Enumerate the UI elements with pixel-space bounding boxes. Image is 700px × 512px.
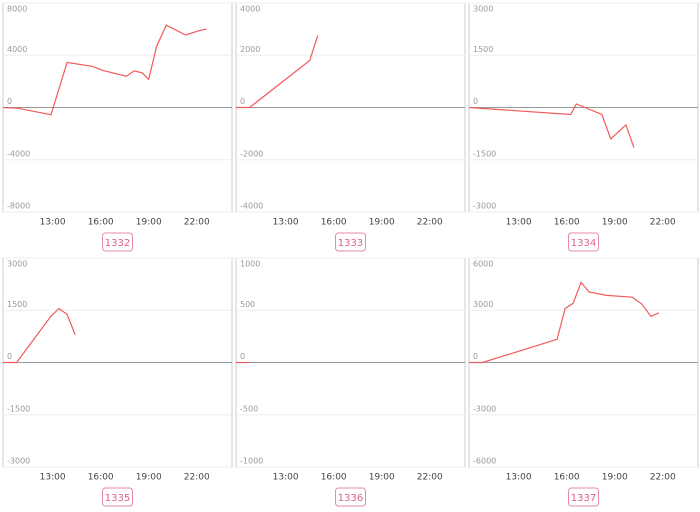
- x-tick-label: 16:00: [554, 218, 580, 228]
- y-tick-label: 0: [240, 352, 245, 361]
- x-tick-label: 19:00: [602, 473, 628, 483]
- label-text: 1336: [338, 493, 363, 504]
- x-tick-label: 19:00: [602, 218, 628, 228]
- y-tick-label: 0: [7, 352, 12, 361]
- panel: -6000 -3000 0 3000 6000 13:00 16:00 19:00 22:00 1…: [468, 257, 699, 507]
- label-text: 1333: [338, 238, 363, 249]
- y-tick-label: -500: [240, 404, 258, 413]
- x-tick-label: 16:00: [321, 218, 347, 228]
- y-tick-label: -2000: [240, 149, 263, 158]
- y-tick-label: -3000: [473, 404, 496, 413]
- x-tick-label: 13:00: [506, 473, 532, 483]
- y-tick-label: 3000: [7, 260, 27, 269]
- x-tick-label: 19:00: [369, 473, 395, 483]
- y-tick-label: 500: [240, 300, 255, 309]
- y-tick-label: -1500: [7, 404, 30, 413]
- y-tick-label: 0: [7, 97, 12, 106]
- label-box: [102, 232, 133, 252]
- y-tick-label: 2000: [240, 45, 260, 54]
- x-tick-label: 13:00: [40, 473, 66, 483]
- y-tick-label: -6000: [473, 457, 496, 466]
- x-tick-label: 22:00: [417, 473, 443, 483]
- panel-label: 1337: [568, 487, 599, 507]
- y-tick-label: -1000: [240, 457, 263, 466]
- label-box: [102, 487, 133, 507]
- x-tick-label: 19:00: [136, 218, 162, 228]
- panel-label: 1335: [102, 487, 133, 507]
- label-box: [568, 232, 599, 252]
- label-text: 1332: [105, 238, 130, 249]
- y-tick-label: 0: [473, 352, 478, 361]
- x-tick-label: 13:00: [506, 218, 532, 228]
- line-series: [236, 35, 319, 109]
- y-tick-label: 6000: [473, 260, 493, 269]
- x-tick-label: 22:00: [184, 473, 210, 483]
- x-tick-label: 22:00: [184, 218, 210, 228]
- line-series: [3, 307, 76, 364]
- y-tick-label: 3000: [473, 5, 493, 14]
- y-tick-label: 0: [473, 97, 478, 106]
- x-tick-label: 16:00: [88, 473, 114, 483]
- y-tick-label: 1500: [473, 45, 493, 54]
- label-box: [335, 487, 366, 507]
- panel-label: 1336: [335, 487, 366, 507]
- panel: -8000 -4000 0 4000 8000 13:00 16:00 19:00 22:00 1…: [2, 2, 233, 252]
- x-tick-label: 19:00: [136, 473, 162, 483]
- y-tick-label: -4000: [7, 149, 30, 158]
- y-tick-label: 4000: [7, 45, 27, 54]
- x-tick-label: 22:00: [650, 473, 676, 483]
- y-tick-label: -3000: [473, 202, 496, 211]
- y-tick-label: -8000: [7, 202, 30, 211]
- panel-label: 1334: [568, 232, 599, 252]
- panel: -1000 -500 0 500 1000 13:00 16:00 19:00 22:00 133…: [235, 257, 466, 507]
- line-series: [2, 24, 207, 116]
- y-tick-label: -3000: [7, 457, 30, 466]
- panel: -3000 -1500 0 1500 3000 13:00 16:00 19:00 22:00 1…: [2, 257, 233, 507]
- y-tick-label: -1500: [473, 149, 496, 158]
- y-tick-label: 8000: [7, 5, 27, 14]
- label-box: [335, 232, 366, 252]
- y-tick-label: -4000: [240, 202, 263, 211]
- label-text: 1337: [571, 493, 596, 504]
- panel-label: 1333: [335, 232, 366, 252]
- y-tick-label: 4000: [240, 5, 260, 14]
- y-tick-label: 0: [240, 97, 245, 106]
- label-box: [568, 487, 599, 507]
- label-text: 1335: [105, 493, 130, 504]
- x-tick-label: 16:00: [321, 473, 347, 483]
- x-tick-label: 22:00: [417, 218, 443, 228]
- x-tick-label: 13:00: [273, 473, 299, 483]
- label-text: 1334: [571, 238, 596, 249]
- panel-label: 1332: [102, 232, 133, 252]
- x-tick-label: 22:00: [650, 218, 676, 228]
- y-tick-label: 1500: [7, 300, 27, 309]
- panel: -4000 -2000 0 2000 4000 13:00 16:00 19:00 22:00 1…: [235, 2, 466, 252]
- panel: -3000 -1500 0 1500 3000 13:00 16:00 19:00 22:00 1…: [468, 2, 699, 252]
- line-series: [469, 281, 660, 364]
- x-tick-label: 16:00: [554, 473, 580, 483]
- x-tick-label: 13:00: [40, 218, 66, 228]
- line-series: [468, 103, 635, 148]
- x-tick-label: 16:00: [88, 218, 114, 228]
- x-tick-label: 19:00: [369, 218, 395, 228]
- x-tick-label: 13:00: [273, 218, 299, 228]
- y-tick-label: 1000: [240, 260, 260, 269]
- y-tick-label: 3000: [473, 300, 493, 309]
